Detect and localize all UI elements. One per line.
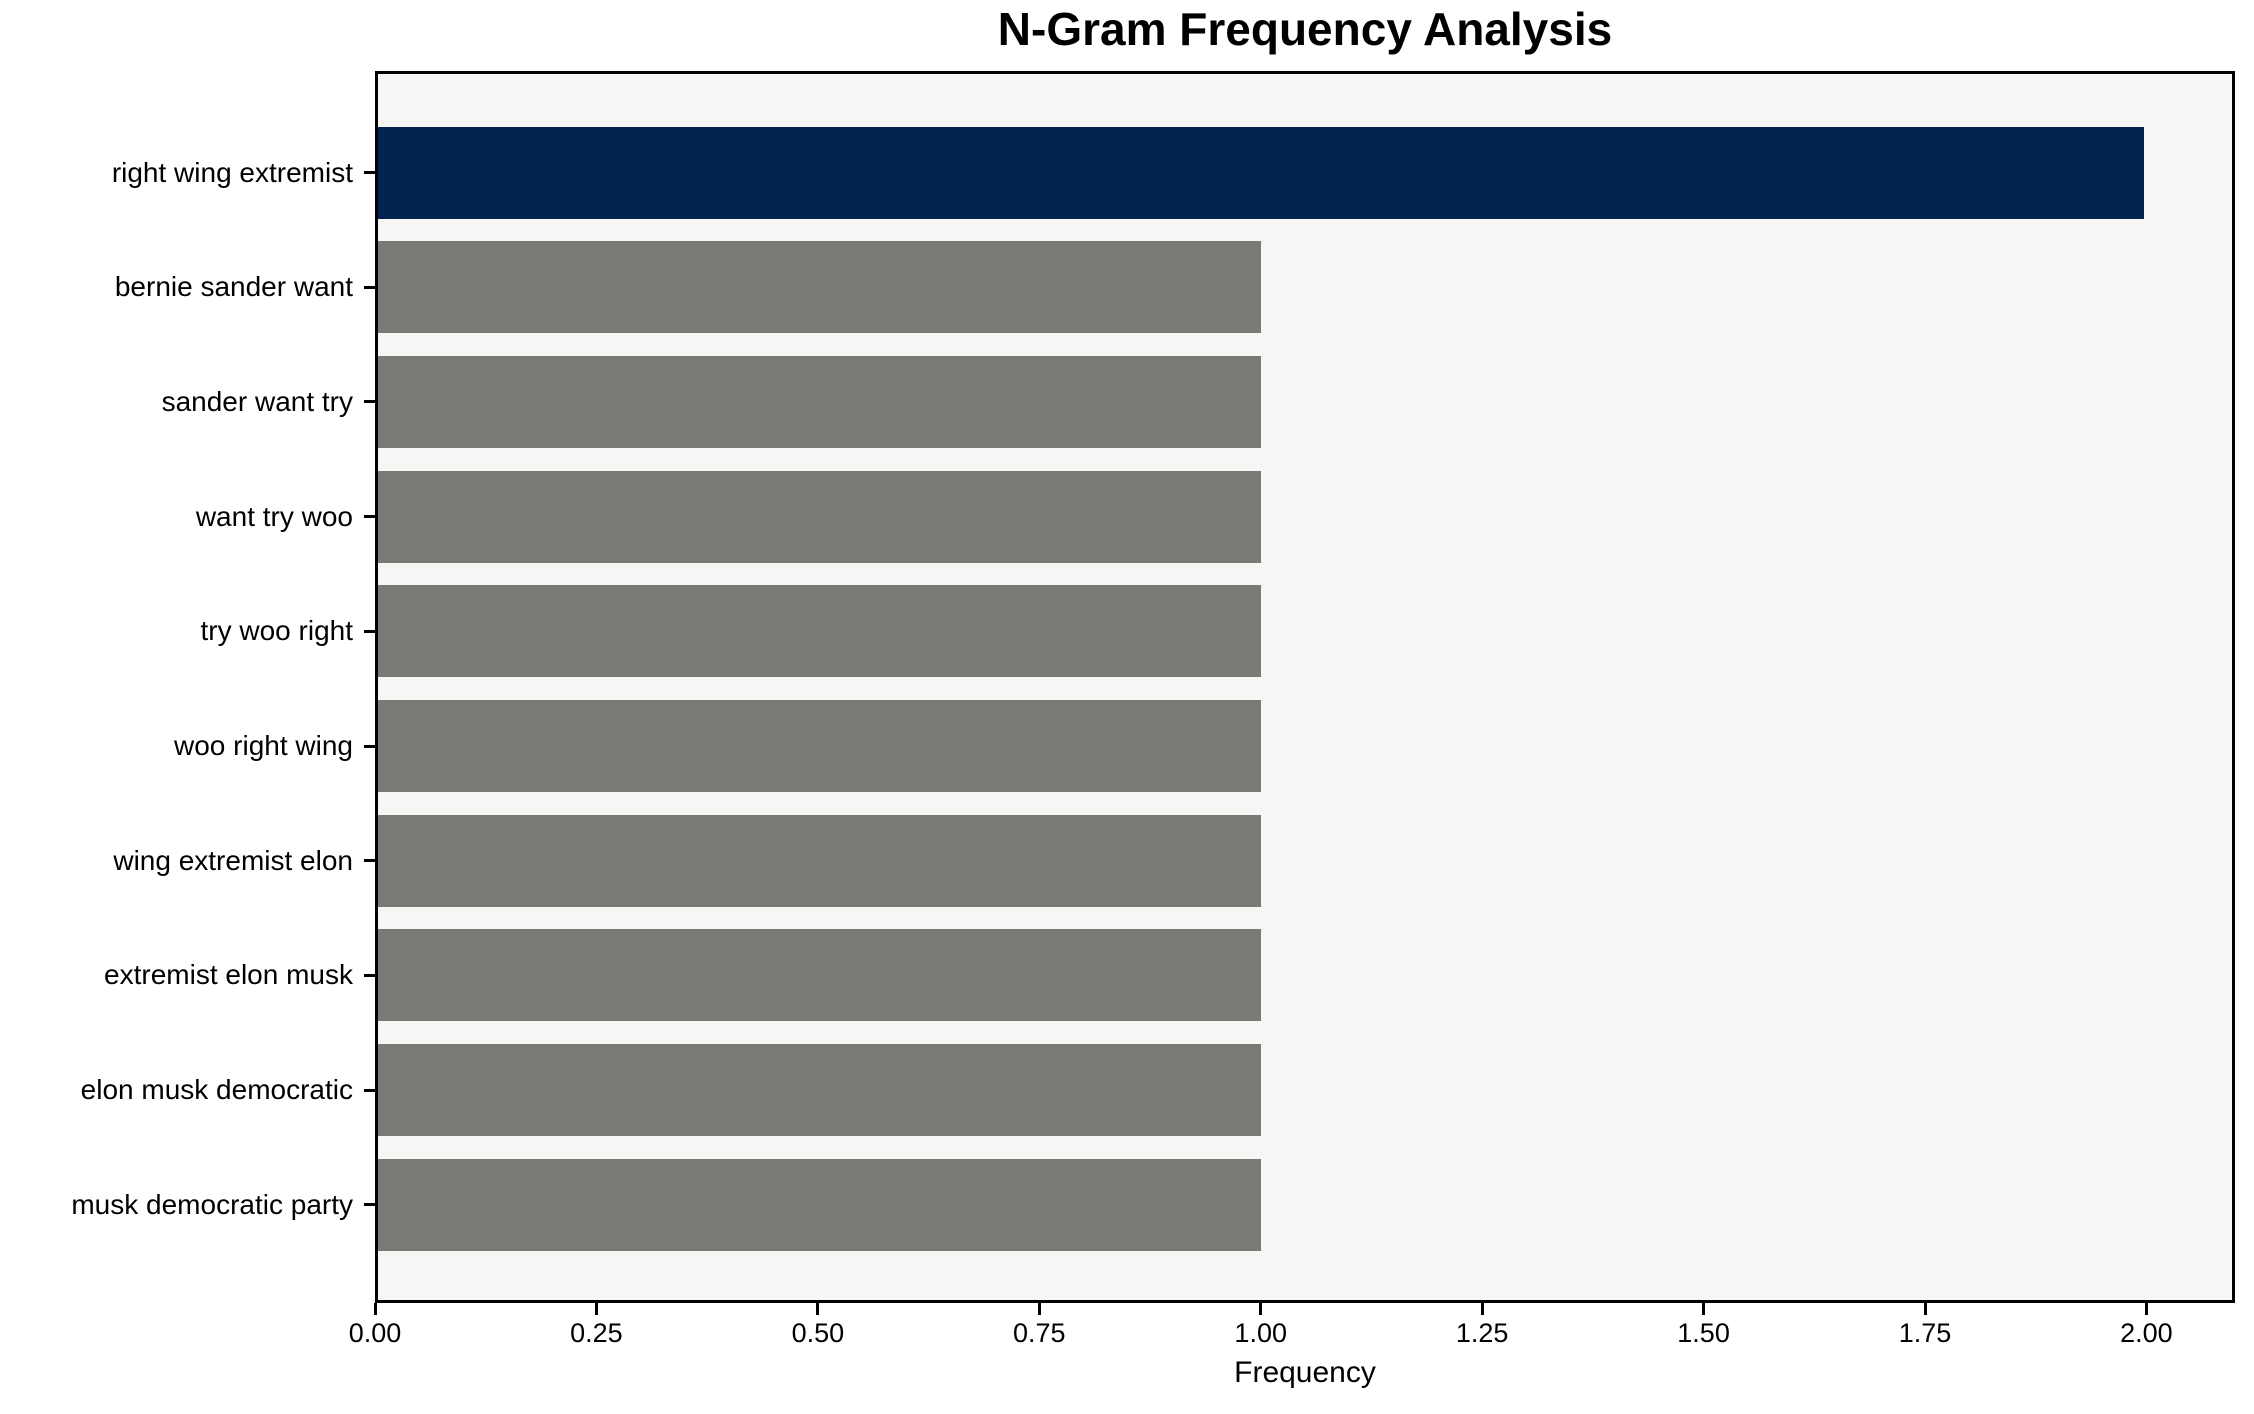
y-tick-label: extremist elon musk [104,959,353,991]
y-tick-mark [364,629,375,633]
bar-musk-democratic-party [378,1158,1261,1251]
x-tick-mark [1259,1303,1263,1315]
x-tick-label: 0.75 [1013,1318,1066,1348]
y-tick-label: right wing extremist [111,156,353,188]
x-tick-label: 1.50 [1677,1318,1730,1348]
y-tick-mark [364,515,375,519]
y-tick-mark [364,973,375,977]
x-tick-label: 1.25 [1455,1318,1509,1348]
x-tick-mark [2144,1303,2148,1315]
bar-try-woo-right [378,585,1261,678]
y-tick-label: wing extremist elon [113,844,353,876]
y-tick-label: try woo right [200,615,354,647]
y-tick-mark [364,1088,375,1092]
x-tick-mark [1923,1303,1927,1315]
bar-want-try-woo [378,470,1261,563]
bar-woo-right-wing [378,700,1261,792]
x-tick-label: 0.50 [791,1318,845,1348]
y-tick-mark [364,1203,375,1207]
y-tick-mark [364,744,375,748]
x-tick-mark [816,1303,820,1315]
y-tick-mark [364,285,375,289]
y-tick-label: woo right wing [174,730,353,761]
y-tick-label: sander want try [161,385,353,417]
x-tick-label: 0.00 [348,1318,402,1348]
bar-elon-musk-democratic [378,1044,1261,1137]
x-tick-mark [594,1303,598,1315]
bar-right-wing-extremist [378,126,2144,219]
bar-extremist-elon-musk [378,929,1261,1022]
x-tick-label: 2.00 [2120,1318,2173,1348]
x-tick-mark [1037,1303,1041,1315]
x-axis-title: Frequency [1234,1356,1376,1389]
chart-title: N-Gram Frequency Analysis [997,3,1613,55]
plot-area [375,71,2235,1303]
bar-sander-want-try [378,355,1261,448]
x-tick-label: 1.75 [1898,1318,1952,1348]
x-tick-mark [373,1303,377,1315]
x-tick-label: 0.25 [570,1318,623,1348]
y-tick-mark [364,171,375,174]
x-tick-mark [1702,1303,1706,1315]
y-tick-label: musk democratic party [71,1188,353,1220]
bar-bernie-sander-want [378,241,1261,334]
bar-wing-extremist-elon [378,814,1261,907]
x-tick-mark [1480,1303,1484,1315]
y-tick-mark [364,859,375,863]
y-tick-label: bernie sander want [114,271,353,303]
y-tick-label: elon musk democratic [80,1074,353,1106]
y-tick-label: want try woo [195,500,353,532]
x-tick-label: 1.00 [1234,1318,1287,1348]
y-tick-mark [364,400,375,404]
